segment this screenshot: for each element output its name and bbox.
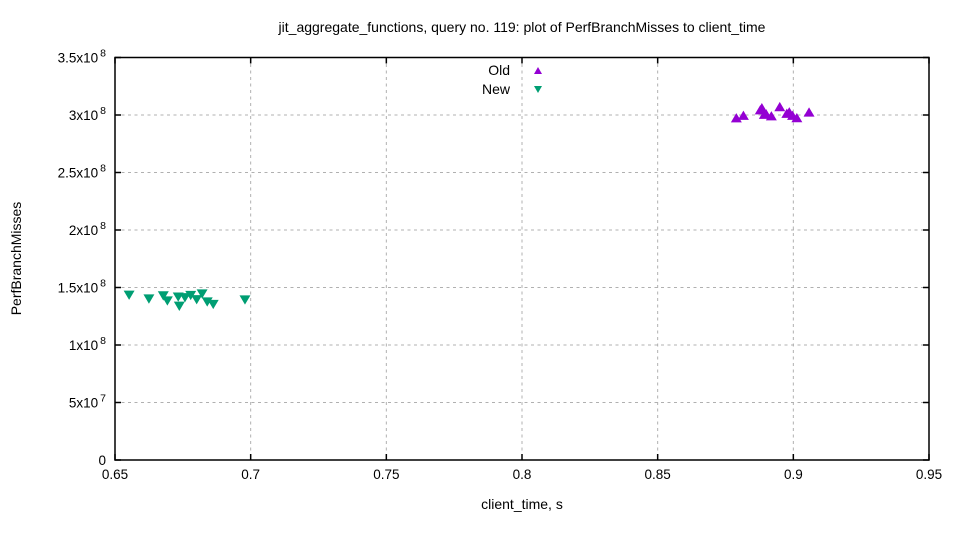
data-point-new <box>191 295 203 305</box>
data-point-old <box>765 111 777 121</box>
y-tick-label: 2x10 8 <box>69 220 106 238</box>
x-tick-label: 0.7 <box>241 467 260 482</box>
x-tick-label: 0.65 <box>102 467 128 482</box>
legend-entry-old: Old <box>300 61 542 80</box>
data-point-new <box>173 301 185 311</box>
data-point-old <box>737 110 749 120</box>
data-point-new <box>143 294 155 304</box>
data-point-new <box>196 289 208 299</box>
x-tick-label: 0.8 <box>513 467 532 482</box>
legend-label-old: Old <box>488 62 510 78</box>
data-point-new <box>161 296 173 306</box>
data-point-new <box>207 299 219 310</box>
y-tick-label: 5x10 7 <box>69 393 106 411</box>
data-point-old <box>803 107 815 117</box>
data-point-new <box>123 290 135 300</box>
y-tick-label: 1.5x10 8 <box>58 278 107 296</box>
legend-entry-new: New <box>300 80 542 99</box>
data-point-new <box>157 291 169 301</box>
y-tick-label: 0 <box>98 453 106 468</box>
y-tick-label: 3x10 8 <box>69 105 106 123</box>
triangle-up-icon <box>534 67 542 74</box>
y-tick-label: 3.5x10 8 <box>58 48 107 66</box>
data-point-new <box>179 293 191 303</box>
chart-title: jit_aggregate_functions, query no. 119: … <box>278 19 766 35</box>
data-point-old <box>774 101 786 112</box>
triangle-down-icon <box>534 86 542 93</box>
data-point-new <box>239 295 251 305</box>
x-tick-label: 0.85 <box>645 467 671 482</box>
y-tick-label: 1x10 8 <box>69 335 106 353</box>
y-tick-label: 2.5x10 8 <box>58 163 107 181</box>
x-axis-title: client_time, s <box>481 496 563 512</box>
legend-label-new: New <box>481 81 510 97</box>
x-tick-label: 0.9 <box>784 467 803 482</box>
data-point-old <box>791 112 803 123</box>
data-point-new <box>172 292 184 302</box>
x-tick-label: 0.95 <box>916 467 942 482</box>
x-tick-label: 0.75 <box>373 467 399 482</box>
legend: Old New <box>300 61 542 99</box>
